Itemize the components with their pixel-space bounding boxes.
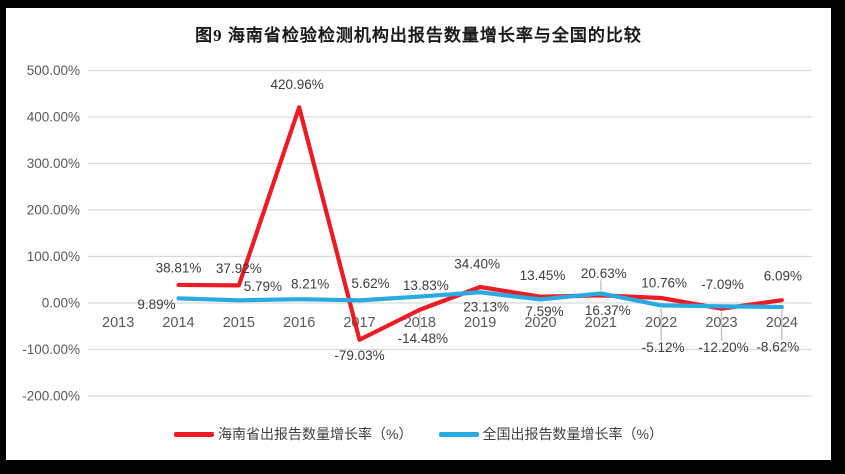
- legend-label-national: 全国出报告数量增长率（%）: [482, 426, 663, 442]
- svg-text:13.83%: 13.83%: [403, 278, 449, 293]
- svg-text:16.37%: 16.37%: [585, 303, 631, 318]
- svg-text:2015: 2015: [223, 315, 255, 331]
- data-labels: 38.81% 37.92% 420.96% -79.03% -14.48% 34.40% 1…: [137, 77, 802, 363]
- svg-text:420.96%: 420.96%: [271, 77, 324, 92]
- svg-text:2016: 2016: [283, 315, 315, 331]
- y-axis-labels: 500.00% 400.00% 300.00% 200.00% 100.00% 0.00%…: [22, 63, 80, 404]
- svg-text:-5.12%: -5.12%: [642, 340, 685, 355]
- svg-text:8.21%: 8.21%: [291, 277, 329, 292]
- gridlines: [88, 69, 812, 397]
- hainan-line-swatch: [174, 431, 215, 437]
- svg-text:23.13%: 23.13%: [463, 300, 509, 315]
- series-hainan-line: [176, 105, 784, 342]
- svg-text:9.89%: 9.89%: [137, 297, 175, 312]
- svg-text:7.59%: 7.59%: [525, 304, 563, 319]
- svg-text:20.63%: 20.63%: [581, 266, 627, 281]
- svg-text:5.79%: 5.79%: [244, 279, 282, 294]
- chart-legend: 海南省出报告数量增长率（%） 全国出报告数量增长率（%）: [6, 424, 831, 444]
- svg-text:100.00%: 100.00%: [27, 249, 80, 264]
- national-line-swatch: [438, 431, 479, 437]
- svg-text:5.62%: 5.62%: [351, 276, 389, 291]
- chart-area: 图9 海南省检验检测机构出报告数量增长率与全国的比较 500.00% 400.00…: [6, 8, 831, 460]
- line-chart-canvas: 500.00% 400.00% 300.00% 200.00% 100.00% 0.00%…: [22, 63, 812, 404]
- svg-text:-79.03%: -79.03%: [334, 348, 384, 363]
- svg-text:-12.20%: -12.20%: [698, 340, 748, 355]
- svg-text:2020: 2020: [524, 315, 556, 331]
- legend-item-hainan: 海南省出报告数量增长率（%）: [174, 424, 413, 444]
- svg-text:10.76%: 10.76%: [641, 275, 687, 290]
- svg-text:6.09%: 6.09%: [764, 269, 802, 284]
- svg-text:200.00%: 200.00%: [27, 203, 80, 218]
- chart-title: 图9 海南省检验检测机构出报告数量增长率与全国的比较: [195, 26, 642, 45]
- svg-text:34.40%: 34.40%: [454, 257, 500, 272]
- svg-text:300.00%: 300.00%: [27, 156, 80, 171]
- svg-text:400.00%: 400.00%: [27, 110, 80, 125]
- svg-text:2021: 2021: [585, 315, 617, 331]
- svg-text:-14.48%: -14.48%: [398, 331, 448, 346]
- svg-text:2019: 2019: [464, 315, 496, 331]
- svg-text:13.45%: 13.45%: [520, 268, 566, 283]
- svg-text:2013: 2013: [102, 315, 134, 331]
- svg-text:-7.09%: -7.09%: [701, 277, 744, 292]
- svg-text:500.00%: 500.00%: [27, 63, 80, 78]
- svg-text:-8.62%: -8.62%: [756, 340, 799, 355]
- svg-text:-100.00%: -100.00%: [22, 342, 80, 357]
- svg-text:-200.00%: -200.00%: [22, 389, 80, 404]
- svg-text:2014: 2014: [162, 315, 194, 331]
- svg-text:2017: 2017: [343, 315, 375, 331]
- legend-item-national: 全国出报告数量增长率（%）: [438, 424, 663, 444]
- svg-text:38.81%: 38.81%: [156, 260, 202, 275]
- x-axis-labels: 2013 2014 2015 2016 2017 2018 2019 2020 2021 2022…: [102, 315, 798, 331]
- label-leader-lines: [419, 280, 783, 341]
- series-national-line: [176, 290, 784, 310]
- svg-text:0.00%: 0.00%: [42, 296, 80, 311]
- svg-text:37.92%: 37.92%: [216, 261, 262, 276]
- legend-label-hainan: 海南省出报告数量增长率（%）: [218, 426, 413, 442]
